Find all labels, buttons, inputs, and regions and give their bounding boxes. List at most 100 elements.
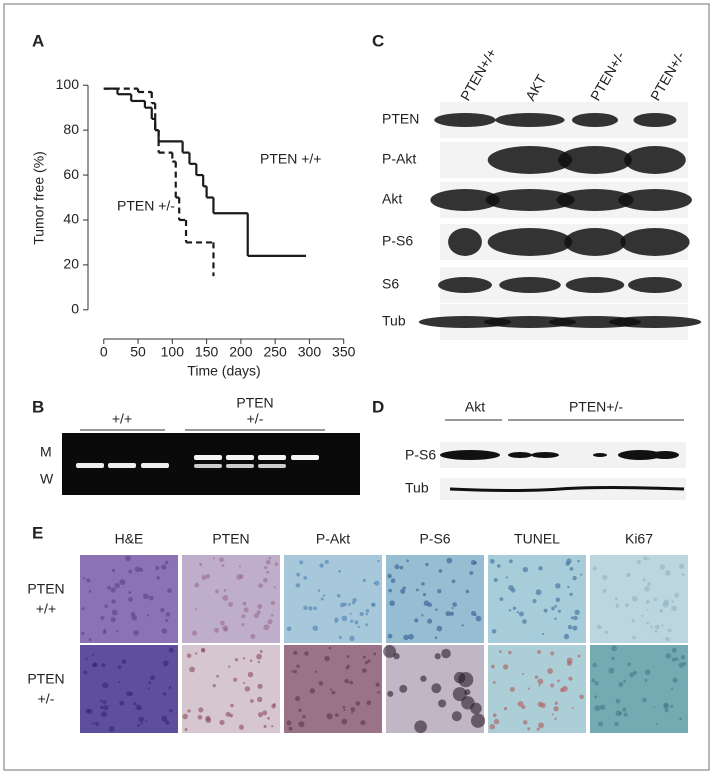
cell xyxy=(655,722,658,725)
row-label: P-S6 xyxy=(405,447,436,463)
cell xyxy=(81,631,85,636)
cell xyxy=(557,609,561,613)
cell xyxy=(671,605,677,612)
cell xyxy=(150,675,156,681)
cell xyxy=(438,569,443,573)
cell xyxy=(135,704,142,711)
cell xyxy=(624,603,629,608)
cell xyxy=(387,573,392,579)
cell xyxy=(117,665,122,670)
cell xyxy=(187,709,191,713)
cell xyxy=(219,719,225,726)
x-tick-label: 50 xyxy=(130,344,146,360)
cell xyxy=(111,568,116,573)
cell xyxy=(302,715,306,719)
cell xyxy=(554,701,559,705)
cell xyxy=(629,672,635,678)
cell xyxy=(156,576,160,580)
cell xyxy=(197,715,203,720)
cell xyxy=(622,707,627,712)
cell xyxy=(667,628,672,633)
cell xyxy=(293,669,297,674)
group-label: +/+ xyxy=(112,411,132,427)
cell xyxy=(128,569,133,574)
cell xyxy=(319,563,324,568)
cell xyxy=(230,703,234,708)
gel-band xyxy=(258,455,286,460)
cell xyxy=(538,566,543,571)
x-tick-label: 150 xyxy=(195,344,219,360)
x-tick-label: 200 xyxy=(229,344,253,360)
cell xyxy=(406,559,409,562)
cell xyxy=(341,718,348,725)
cell xyxy=(111,599,116,604)
cell xyxy=(421,582,425,586)
cell xyxy=(167,588,172,593)
cell xyxy=(303,605,308,610)
cell xyxy=(532,599,537,604)
row-label: P-Akt xyxy=(382,151,416,167)
cell xyxy=(298,721,305,728)
gel-title: PTEN xyxy=(236,395,273,411)
row-label: S6 xyxy=(382,276,399,292)
cell xyxy=(102,700,107,704)
series-label: PTEN +/+ xyxy=(260,151,321,167)
cell xyxy=(101,663,106,668)
cell xyxy=(241,623,245,627)
cell xyxy=(534,675,539,679)
cell xyxy=(233,677,238,682)
cell xyxy=(318,681,324,686)
cell xyxy=(345,666,349,670)
cell xyxy=(362,578,366,583)
cell xyxy=(243,607,249,613)
cell xyxy=(489,723,496,730)
cell xyxy=(508,609,512,612)
row-label: PTEN xyxy=(27,581,64,597)
cell xyxy=(110,587,117,593)
cell xyxy=(195,652,198,655)
cell xyxy=(508,559,513,564)
row-label: +/+ xyxy=(36,601,56,617)
cell xyxy=(165,612,171,617)
cell xyxy=(328,646,332,650)
cell xyxy=(133,629,139,636)
cell xyxy=(148,681,152,685)
cell xyxy=(594,695,598,699)
cell xyxy=(360,720,366,726)
y-tick-label: 80 xyxy=(63,121,79,137)
cell xyxy=(508,584,514,591)
cell xyxy=(351,711,354,714)
panel-label: C xyxy=(372,31,384,50)
cell xyxy=(228,665,231,668)
cell xyxy=(164,618,169,622)
cell xyxy=(263,724,267,728)
cell xyxy=(241,614,246,619)
cell xyxy=(505,576,508,579)
cell xyxy=(591,678,596,683)
blot-band xyxy=(624,146,686,174)
cell xyxy=(512,606,517,611)
row-label: PTEN xyxy=(27,671,64,687)
cell xyxy=(366,700,372,706)
cell xyxy=(550,651,555,656)
cell xyxy=(168,686,172,689)
blot-band xyxy=(430,189,500,211)
cell xyxy=(274,562,279,566)
cell xyxy=(489,558,495,564)
cell xyxy=(508,650,512,655)
cell xyxy=(434,653,441,660)
cell xyxy=(354,620,359,625)
cell xyxy=(541,632,544,636)
cell xyxy=(377,559,380,563)
blot-band xyxy=(495,113,565,127)
cell xyxy=(403,634,409,641)
cell xyxy=(256,653,262,660)
cell xyxy=(131,615,138,621)
cell xyxy=(147,687,150,690)
cell xyxy=(679,563,685,569)
cell xyxy=(257,660,260,664)
cell xyxy=(352,597,357,603)
cell xyxy=(259,650,263,653)
blot-band xyxy=(418,316,512,328)
cell xyxy=(644,586,650,592)
